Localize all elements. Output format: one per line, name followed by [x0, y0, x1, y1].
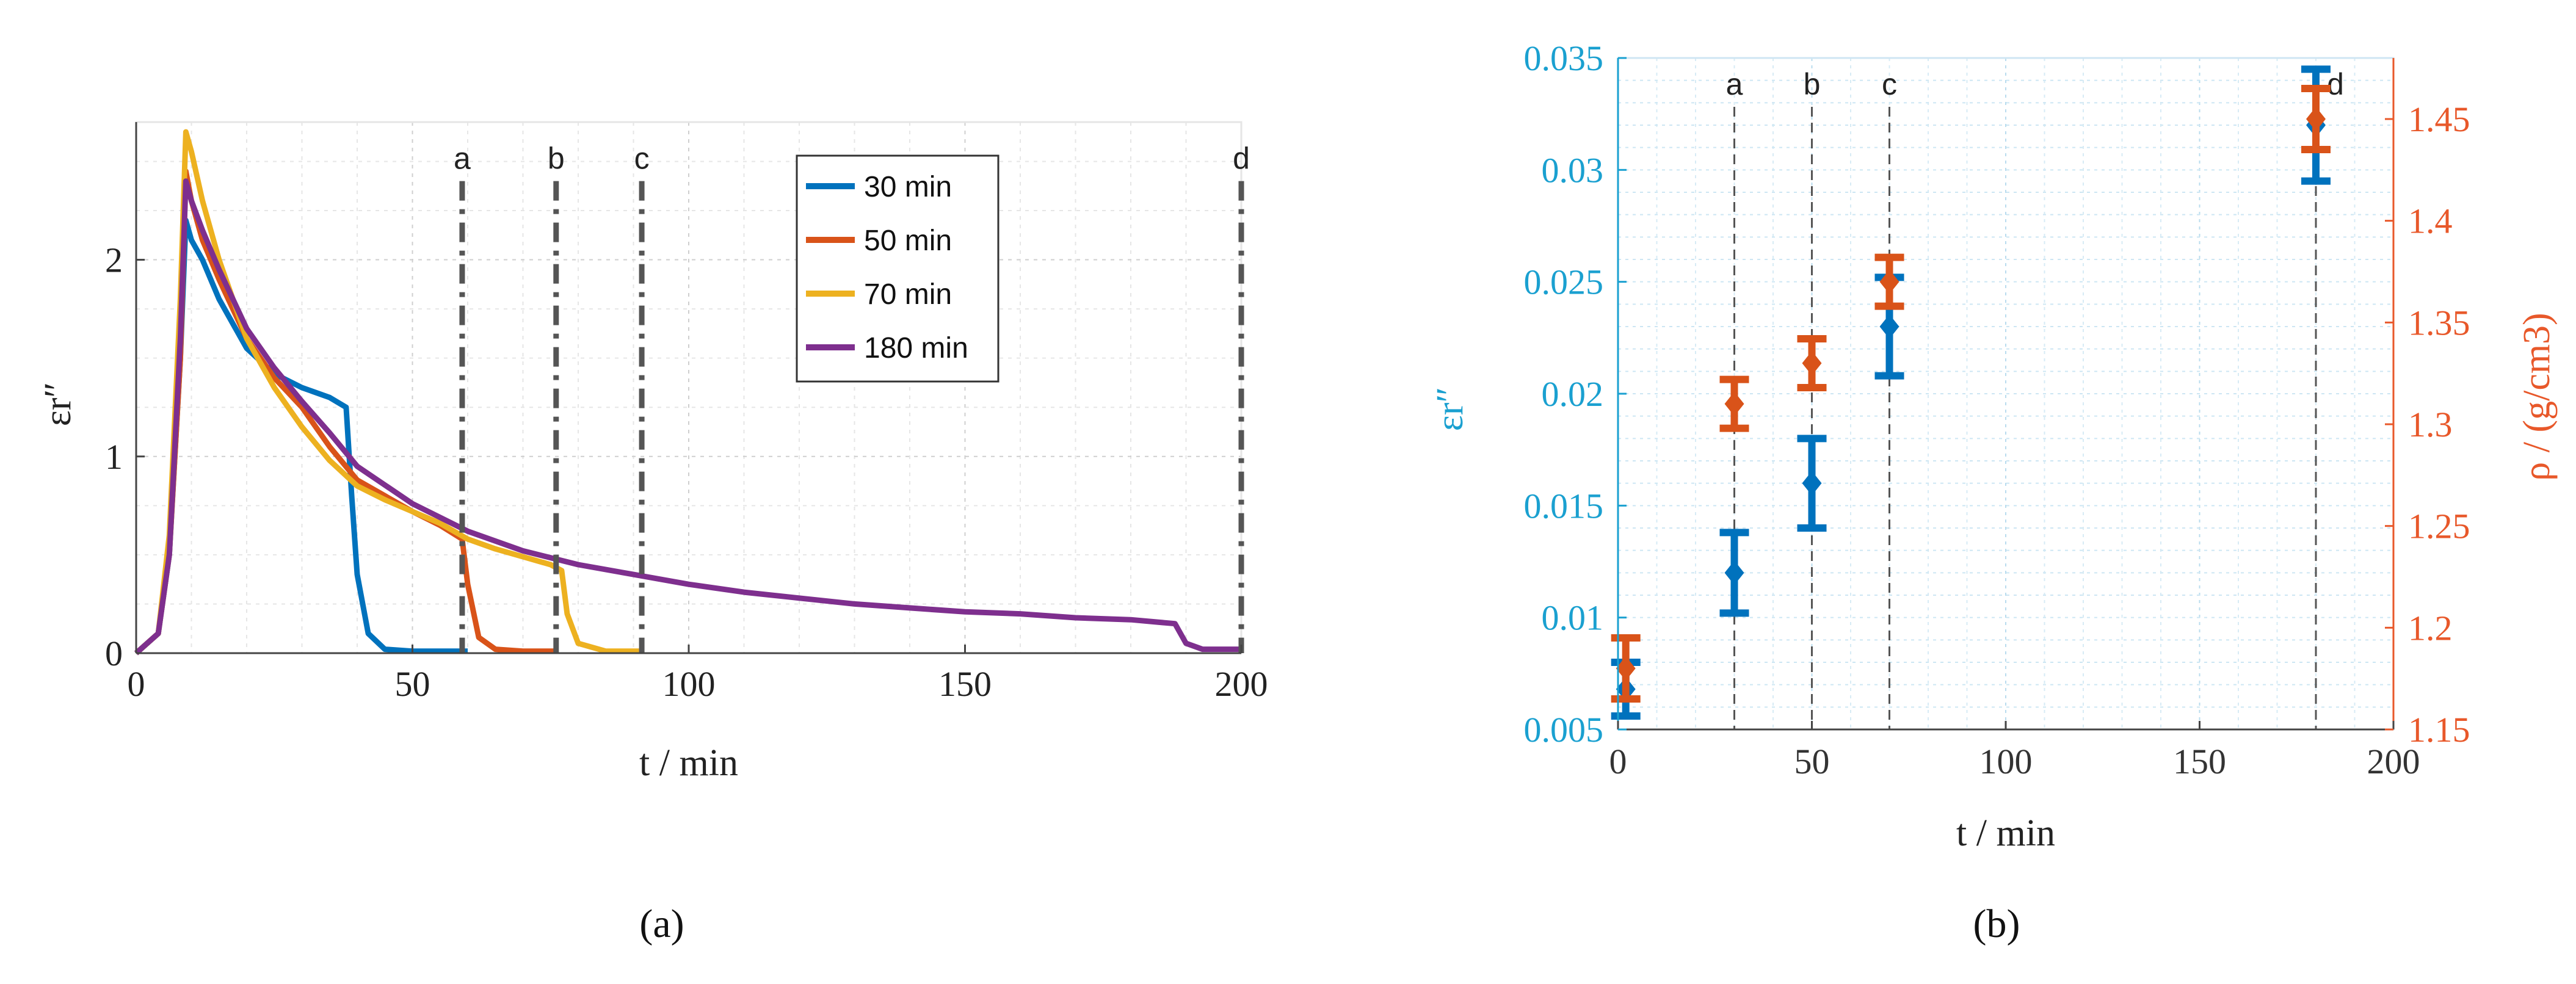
x-tick-label: 0 — [128, 664, 145, 704]
panel-b-grid — [1618, 58, 2393, 729]
legend-label: 30 min — [864, 171, 952, 203]
series-line-180-min — [134, 178, 1241, 656]
legend-label: 70 min — [864, 278, 952, 311]
panel-a-x-ticks: 0 50 100 150 200 — [128, 645, 1268, 704]
panel-b-caption: (b) — [1973, 902, 2020, 946]
panel-a-y-axis-label: εr″ — [37, 382, 79, 427]
marker-label-c: c — [634, 142, 650, 176]
data-marker — [1616, 656, 1636, 681]
legend-box — [796, 154, 1000, 383]
y-tick-label: 1 — [105, 437, 123, 477]
panel-a-caption: (a) — [639, 902, 684, 946]
right-y-tick-label: 1.25 — [2408, 507, 2470, 546]
panel-b-right-y-ticks: 1.15 1.2 1.25 1.3 1.35 1.4 1.45 — [2385, 99, 2470, 750]
data-marker — [1802, 471, 1822, 496]
legend-label: 50 min — [864, 225, 952, 257]
error-point — [1719, 529, 1749, 617]
x-tick-label: 200 — [1215, 664, 1268, 704]
right-y-tick-label: 1.2 — [2408, 608, 2453, 648]
error-point — [1874, 253, 1904, 310]
left-y-tick-label: 0.03 — [1542, 150, 1604, 190]
panel-b-x-ticks: 0 50 100 150 200 — [1609, 721, 2420, 781]
marker-label-c: c — [1882, 67, 1897, 101]
marker-label-a: a — [454, 142, 471, 176]
marker-label-b: b — [548, 142, 565, 176]
panel-a-y-axis-label-text: εr″ — [37, 382, 79, 427]
right-y-tick-label: 1.35 — [2408, 303, 2470, 342]
right-y-tick-label: 1.45 — [2408, 99, 2470, 139]
panel-a-series-group — [134, 129, 1241, 656]
left-y-tick-label: 0.01 — [1542, 598, 1604, 638]
error-point — [2301, 85, 2331, 153]
panel-b-series-group — [1611, 65, 2331, 720]
x-tick-label: 0 — [1609, 742, 1627, 781]
panel-a-grid — [136, 122, 1241, 653]
marker-label-d: d — [1233, 142, 1250, 176]
left-y-tick-label: 0.025 — [1524, 262, 1604, 302]
x-tick-label: 50 — [395, 664, 430, 704]
panel-a-marker-lines: a b c d — [454, 142, 1250, 653]
marker-label-a: a — [1726, 67, 1743, 101]
data-marker — [1802, 351, 1822, 375]
error-point — [1797, 435, 1827, 532]
series-line-70-min — [134, 129, 639, 656]
data-marker — [1724, 560, 1744, 585]
panel-a-y-ticks: 0 1 2 — [105, 241, 145, 673]
right-y-tick-label: 1.4 — [2408, 201, 2453, 241]
panel-b-left-y-ticks: 0.005 0.01 0.015 0.02 0.025 0.03 0.035 — [1524, 38, 1627, 750]
panel-b-right-y-axis-label: ρ / (g/cm3) — [2516, 313, 2558, 480]
panel-a-legend: 30 min 50 min 70 min 180 min — [796, 154, 1000, 383]
error-point — [1611, 634, 1641, 703]
panel-a-chart: a b c d 0 50 100 150 200 0 1 2 30 min 50 min 70 min… — [37, 121, 1268, 946]
left-y-tick-label: 0.005 — [1524, 710, 1604, 750]
data-marker — [1724, 391, 1744, 416]
left-y-tick-label: 0.035 — [1524, 38, 1604, 78]
data-marker — [1879, 314, 1899, 339]
panel-b-x-axis-label: t / min — [1956, 812, 2055, 854]
x-tick-label: 150 — [938, 664, 992, 704]
panel-b-left-y-axis-label: εr″ — [1429, 387, 1471, 432]
x-tick-label: 150 — [2173, 742, 2226, 781]
left-y-tick-label: 0.015 — [1524, 486, 1604, 526]
x-tick-label: 200 — [2367, 742, 2420, 781]
x-tick-label: 100 — [1979, 742, 2033, 781]
y-tick-label: 0 — [105, 634, 123, 673]
panel-a-x-axis-label: t / min — [639, 742, 738, 784]
marker-label-b: b — [1804, 67, 1821, 101]
error-point — [1719, 375, 1749, 432]
data-marker — [1879, 269, 1899, 294]
data-marker — [2306, 107, 2326, 131]
y-tick-label: 2 — [105, 241, 123, 280]
legend-label: 180 min — [864, 332, 968, 364]
right-y-tick-label: 1.15 — [2408, 710, 2470, 750]
error-point — [1797, 335, 1827, 391]
right-y-tick-label: 1.3 — [2408, 405, 2453, 444]
left-y-tick-label: 0.02 — [1542, 374, 1604, 414]
x-tick-label: 50 — [1794, 742, 1830, 781]
x-tick-label: 100 — [662, 664, 716, 704]
